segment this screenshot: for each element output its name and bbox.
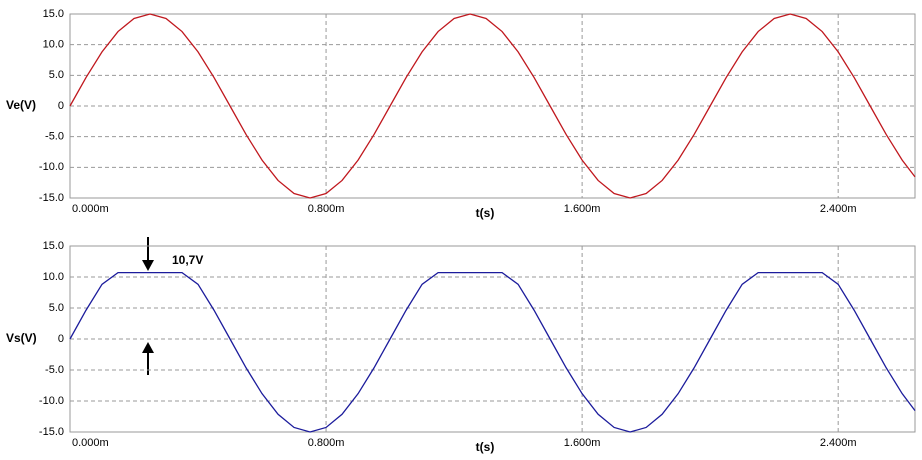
- x-tick-label: 1.600m: [564, 203, 601, 215]
- y-tick-label: 10.0: [43, 39, 64, 51]
- x-tick-label: 2.400m: [820, 203, 857, 215]
- y-tick-label: 15.0: [43, 8, 64, 20]
- x-tick-label: 0.800m: [308, 203, 345, 215]
- x-axis-label: t(s): [476, 206, 495, 220]
- y-tick-label: 5.0: [49, 302, 64, 314]
- y-tick-label: -15.0: [39, 426, 64, 438]
- y-tick-label: 5.0: [49, 69, 64, 81]
- y-tick-label: 0: [58, 333, 64, 345]
- annotation: 10,7V: [172, 253, 203, 267]
- y-tick-label: -10.0: [39, 161, 64, 173]
- arrow-head: [142, 260, 154, 271]
- annotation-arrows: [142, 237, 154, 375]
- x-tick-label: 0.000m: [72, 437, 109, 449]
- data-line: [69, 272, 916, 433]
- data-line: [69, 13, 916, 199]
- x-tick-label: 1.600m: [564, 437, 601, 449]
- y-axis-label: Vs(V): [6, 331, 37, 345]
- y-tick-label: 10.0: [43, 271, 64, 283]
- x-tick-label: 2.400m: [820, 437, 857, 449]
- x-tick-label: 0.800m: [308, 437, 345, 449]
- y-tick-label: -15.0: [39, 192, 64, 204]
- x-axis-label: t(s): [476, 440, 495, 454]
- y-axis-label: Ve(V): [6, 98, 36, 112]
- y-tick-label: -5.0: [45, 364, 64, 376]
- y-tick-label: 15.0: [43, 240, 64, 252]
- y-tick-label: -10.0: [39, 395, 64, 407]
- x-tick-label: 0.000m: [72, 203, 109, 215]
- y-tick-label: 0: [58, 100, 64, 112]
- arrow-head: [142, 342, 154, 353]
- y-tick-label: -5.0: [45, 131, 64, 143]
